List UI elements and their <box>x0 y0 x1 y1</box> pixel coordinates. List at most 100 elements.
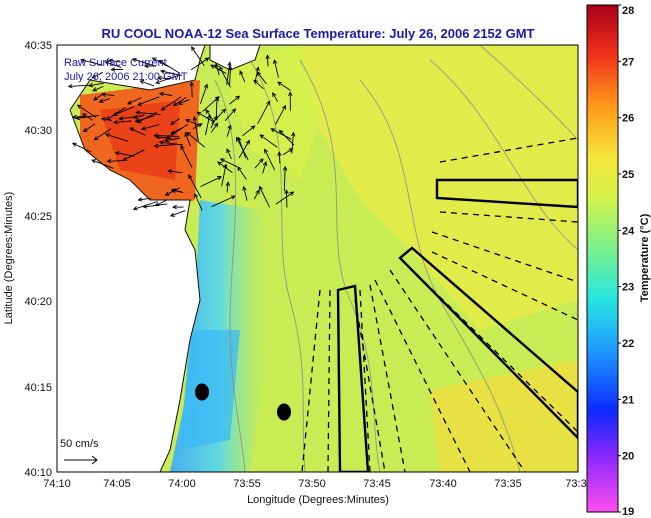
x-tick-label: 74:10 <box>43 478 71 490</box>
current-vector-head <box>88 83 94 88</box>
current-vector-head <box>155 79 161 85</box>
current-vector-head <box>227 61 232 67</box>
current-vector <box>242 125 255 137</box>
current-vector <box>291 132 294 154</box>
current-vector-head <box>186 131 191 137</box>
colorbar-tick-label: 27 <box>622 56 634 68</box>
current-vector-head <box>278 129 284 135</box>
current-vector-head <box>194 193 199 199</box>
current-vector-head <box>106 158 112 164</box>
current-vector <box>259 134 278 148</box>
x-tick-label: 73:3 <box>565 478 586 490</box>
current-vector <box>91 159 114 169</box>
annotation-line-1: Raw Surface Current <box>64 57 167 69</box>
current-vector <box>77 104 97 118</box>
current-vector-head <box>291 131 296 137</box>
current-vector-head <box>104 133 110 138</box>
current-vector-head <box>82 127 88 133</box>
current-vector <box>94 128 112 141</box>
current-vector-head <box>71 142 77 147</box>
current-vector-head <box>289 191 295 196</box>
y-tick-label: 40:30 <box>24 125 52 137</box>
current-vector <box>99 98 110 103</box>
current-vector <box>160 70 182 76</box>
current-vector-head <box>204 57 210 62</box>
current-vector-head <box>169 212 175 217</box>
current-vector-head <box>235 95 241 101</box>
colorbar-tick-label: 22 <box>622 338 634 350</box>
current-vector-head <box>126 100 132 105</box>
current-vector <box>215 97 218 120</box>
current-vector-head <box>75 115 81 121</box>
y-tick-label: 40:15 <box>24 382 52 394</box>
current-vector <box>226 125 231 137</box>
current-vector <box>123 149 145 161</box>
current-vector-head <box>143 63 149 69</box>
sampling-dashed-lines <box>301 137 578 472</box>
current-vector-head <box>139 80 145 85</box>
current-vector-head <box>167 169 173 174</box>
current-vector <box>264 149 276 171</box>
current-vector-head <box>226 148 231 154</box>
current-vector <box>205 109 215 122</box>
current-vector-head <box>225 181 231 187</box>
x-tick-label: 73:55 <box>233 478 261 490</box>
y-tick-label: 40:35 <box>24 40 52 52</box>
x-tick-label: 73:45 <box>363 478 391 490</box>
current-vector-head <box>160 106 166 111</box>
current-vector <box>285 190 288 208</box>
current-vector-head <box>100 117 106 122</box>
current-vector-head <box>214 96 220 102</box>
current-vector-head <box>242 185 247 191</box>
current-vector-head <box>93 136 99 141</box>
current-vector <box>192 123 203 129</box>
current-vector <box>279 130 295 146</box>
current-vector-head <box>151 57 157 62</box>
y-axis-label: Latitude (Degrees:Minutes) <box>3 192 15 325</box>
current-vector <box>170 118 180 125</box>
current-vector <box>278 152 281 164</box>
current-vector-head <box>231 108 237 114</box>
current-vector-head <box>185 118 191 123</box>
north-warm-region <box>220 45 320 180</box>
current-vector <box>254 67 259 83</box>
current-vector-head <box>98 98 104 103</box>
current-vector-head <box>188 174 193 180</box>
current-vector-head <box>110 67 116 72</box>
current-vector <box>168 170 183 174</box>
current-vector <box>161 96 182 111</box>
northern-land <box>209 45 261 71</box>
current-vector-head <box>91 159 97 164</box>
current-vector-head <box>132 114 138 120</box>
current-vector <box>113 105 135 116</box>
current-vector <box>237 137 247 159</box>
current-vector <box>152 57 170 68</box>
colorbar-tick-label: 19 <box>622 506 634 518</box>
current-vector-head <box>196 111 202 116</box>
current-vector <box>185 119 199 126</box>
current-vector-head <box>158 91 164 97</box>
current-vector-head <box>287 91 293 97</box>
current-vector-head <box>155 134 161 140</box>
current-vector <box>262 161 267 174</box>
current-vector-head <box>219 158 225 163</box>
current-vector-head <box>76 104 82 109</box>
current-vector-head <box>277 151 282 157</box>
colorbar-ticks: 19 20 21 22 23 24 25 26 27 28 <box>618 4 635 518</box>
current-vector-head <box>213 122 219 128</box>
current-vector-head <box>104 60 110 66</box>
current-vector <box>159 93 173 96</box>
current-vector <box>137 96 160 106</box>
sample-marker <box>277 403 291 421</box>
current-vector <box>282 148 293 156</box>
current-vector <box>158 60 180 74</box>
current-vector <box>133 114 145 119</box>
current-vector-head <box>253 79 259 85</box>
current-vector <box>283 166 286 192</box>
colorbar-tick-label: 20 <box>622 451 634 463</box>
current-vector-head <box>259 134 265 139</box>
x-tick-label: 74:00 <box>168 478 196 490</box>
current-vector <box>140 80 155 87</box>
current-vector <box>270 128 292 140</box>
scale-label: 50 cm/s <box>60 438 99 450</box>
